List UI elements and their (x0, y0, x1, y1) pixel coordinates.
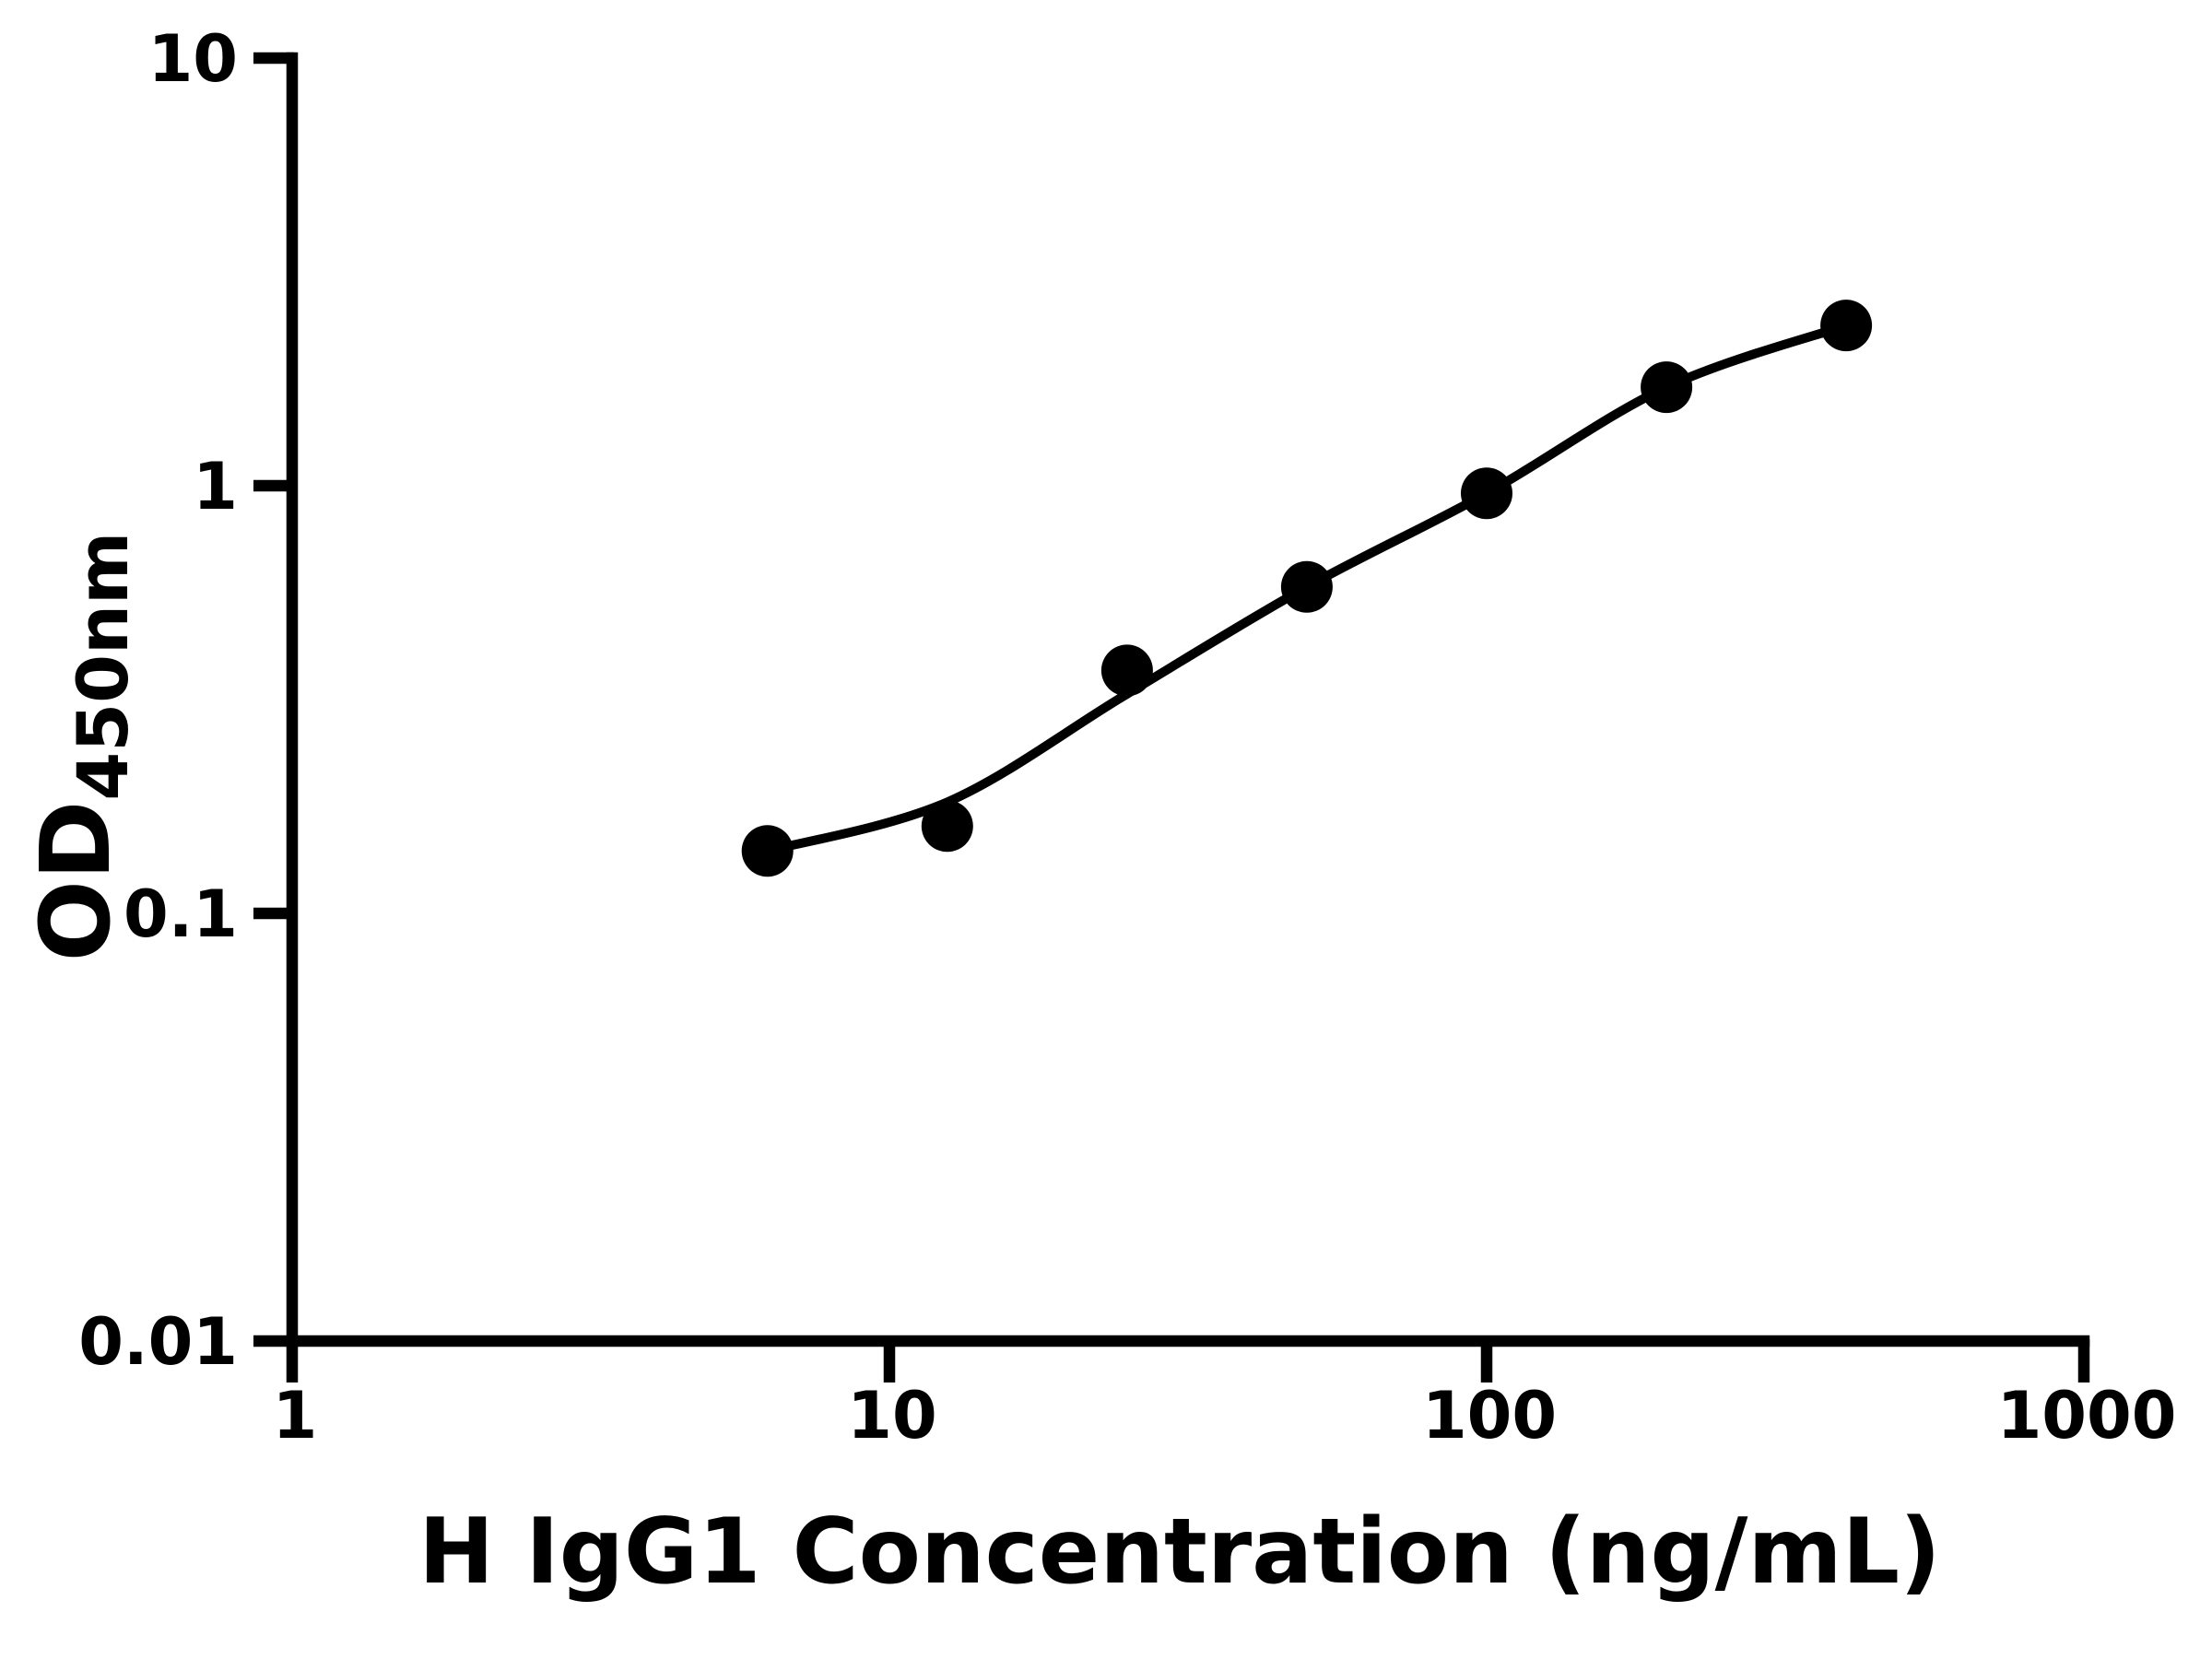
data-point-marker (1820, 300, 1873, 352)
tick-labels: 10 1 0.1 0.01 1 10 100 1000 (78, 21, 2176, 1453)
data-point-marker (1461, 467, 1512, 520)
tick-marks (253, 52, 2090, 1382)
x-tick-label: 1 (273, 1378, 318, 1453)
data-point-marker (1641, 361, 1693, 414)
y-tick-label: 0.01 (78, 1304, 238, 1380)
axes (286, 52, 2090, 1347)
data-point-marker (1280, 560, 1333, 613)
y-axis-title: OD450nm (19, 532, 144, 962)
data-point-marker (741, 825, 794, 877)
y-axis-title-base: OD (19, 801, 132, 962)
y-axis-title-subscript: 450nm (62, 532, 144, 801)
x-tick-label: 100 (1422, 1378, 1557, 1453)
y-tick-label: 0.1 (124, 877, 238, 952)
x-axis-title: H IgG1 Concentration (ng/mL) (418, 1500, 1941, 1605)
data-point-marker (921, 800, 973, 853)
data-points-group (741, 300, 1873, 877)
y-tick-label: 1 (193, 449, 238, 524)
x-tick-label: 1000 (1997, 1378, 2177, 1453)
x-tick-label: 10 (847, 1378, 936, 1453)
data-point-marker (1100, 644, 1153, 697)
y-tick-label: 10 (148, 21, 238, 97)
